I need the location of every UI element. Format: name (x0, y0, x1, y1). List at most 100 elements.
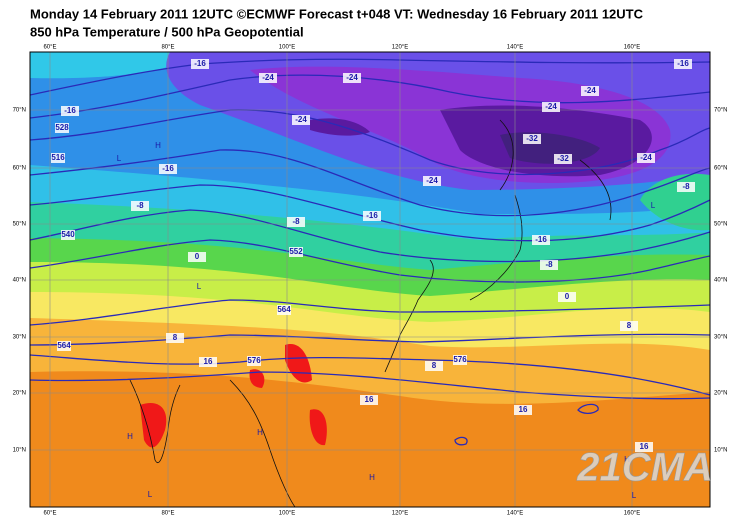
contour-label: -8 (545, 260, 553, 269)
contour-label: -16 (194, 59, 206, 68)
longitude-label: 140°E (507, 45, 523, 51)
contour-label-box (523, 134, 541, 144)
contour-label: -8 (292, 217, 300, 226)
contour-label: 0 (195, 252, 200, 261)
longitude-label: 120°E (392, 45, 408, 51)
longitude-label: 100°E (279, 511, 295, 517)
contour-label: -24 (426, 176, 438, 185)
contour-label: -24 (545, 102, 557, 111)
longitude-label: 80°E (161, 45, 174, 51)
contour-label-box (343, 73, 361, 83)
latitude-label: 70°N (13, 108, 26, 114)
contour-label-box (425, 361, 443, 371)
contour-label-box (292, 115, 310, 125)
longitude-label: 160°E (624, 45, 640, 51)
pressure-center: L (632, 491, 637, 500)
latitude-label: 50°N (13, 222, 26, 228)
contour-label-box (51, 153, 65, 163)
contour-label-box (423, 176, 441, 186)
pressure-center: H (127, 432, 133, 441)
contour-label-box (620, 321, 638, 331)
latitude-label: 60°N (13, 166, 26, 172)
contour-label-box (199, 357, 217, 367)
contour-label: 16 (640, 442, 649, 451)
contour-label: 8 (173, 333, 178, 342)
contour-label: -32 (526, 134, 538, 143)
longitude-label: 120°E (392, 511, 408, 517)
latitude-label: 40°N (13, 278, 26, 284)
contour-label: 576 (247, 356, 261, 365)
contour-label-box (166, 333, 184, 343)
contour-label-box (191, 59, 209, 69)
contour-label-box (55, 123, 69, 133)
labels: 60°E 60°E 80°E 80°E 100°E 100°E 120°E 120°E 140°… (13, 45, 728, 517)
latitude-label: 30°N (13, 335, 26, 341)
contour-label: 552 (289, 247, 303, 256)
contour-label-box (558, 292, 576, 302)
contour-label-box (635, 442, 653, 452)
contours (30, 58, 710, 446)
pressure-center: H (369, 473, 375, 482)
contour-label-box (61, 230, 75, 240)
latitude-label: 30°N (714, 335, 727, 341)
contour-label-box (360, 395, 378, 405)
contour-label-box (289, 247, 303, 257)
contour-label: -8 (136, 201, 144, 210)
contour-label: -32 (557, 154, 569, 163)
contour-label-box (674, 59, 692, 69)
contour-label: 8 (432, 361, 437, 370)
latitude-label: 40°N (714, 278, 727, 284)
map-fields (30, 52, 710, 507)
contour-label: 16 (365, 395, 374, 404)
latitude-label: 20°N (13, 391, 26, 397)
contour-label: 16 (519, 405, 528, 414)
watermark: 21CMA (576, 446, 713, 490)
contour-label: 540 (61, 230, 75, 239)
latitude-label: 70°N (714, 108, 727, 114)
subtitle: 850 hPa Temperature / 500 hPa Geopotenti… (30, 24, 304, 39)
pressure-center: L (197, 282, 202, 291)
contour-label-box (540, 260, 558, 270)
map-frame (29, 51, 711, 508)
contour-label: -16 (162, 164, 174, 173)
contour-label: -24 (262, 73, 274, 82)
latitude-label: 10°N (13, 448, 26, 454)
pressure-center: H (257, 428, 263, 437)
longitude-label: 80°E (161, 511, 174, 517)
contour-label-box (514, 405, 532, 415)
contour-label-box (532, 235, 550, 245)
contour-label-box (61, 106, 79, 116)
longitude-label: 60°E (43, 45, 56, 51)
contour-label: 528 (55, 123, 69, 132)
contour-label-box (277, 305, 291, 315)
longitude-label: 160°E (624, 511, 640, 517)
contour-label-box (159, 164, 177, 174)
contour-label: 564 (277, 305, 291, 314)
contour-label-box (542, 102, 560, 112)
pressure-center: L (117, 154, 122, 163)
contour-label-box (453, 355, 467, 365)
contour-label: -16 (64, 106, 76, 115)
pressure-center: H (155, 141, 161, 150)
contour-label-box (363, 211, 381, 221)
latitude-label: 10°N (714, 448, 727, 454)
contour-label: 16 (204, 357, 213, 366)
contour-label: -16 (535, 235, 547, 244)
contour-label: -24 (640, 153, 652, 162)
pressure-center: L (148, 490, 153, 499)
contour-label-box (188, 252, 206, 262)
contour-label-box (637, 153, 655, 163)
longitude-label: 100°E (279, 45, 295, 51)
contour-label-box (131, 201, 149, 211)
contour-label: -24 (584, 86, 596, 95)
contour-label: -16 (366, 211, 378, 220)
contour-label: 564 (57, 341, 71, 350)
contour-label-box (247, 356, 261, 366)
contour-label-box (57, 341, 71, 351)
contour-label: -8 (682, 182, 690, 191)
contour-label-box (554, 154, 572, 164)
contour-label: 516 (51, 153, 65, 162)
contour-label: 0 (565, 292, 570, 301)
contour-label: 8 (627, 321, 632, 330)
